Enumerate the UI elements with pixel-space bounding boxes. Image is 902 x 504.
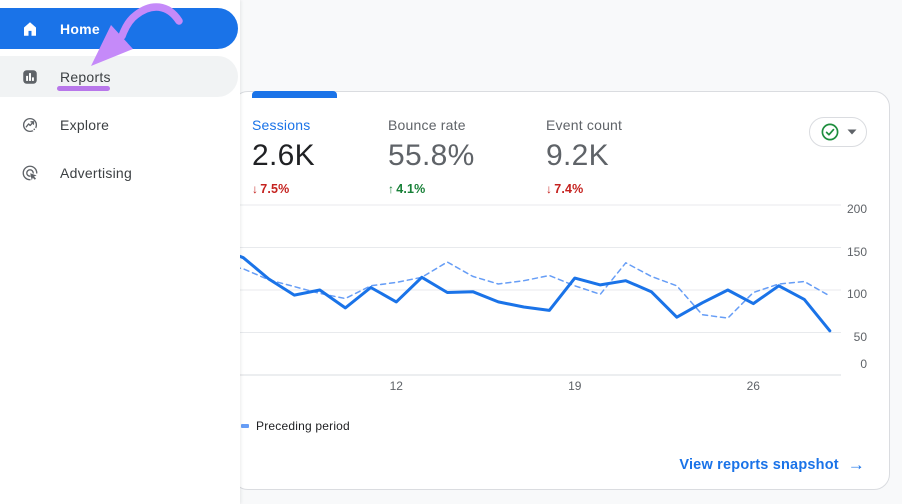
legend-label: Preceding period [256, 419, 350, 433]
metric-label: Event count [546, 117, 623, 133]
metric-value: 55.8% [388, 139, 475, 172]
overview-card: Sessions 2.6K ↓ 7.5% Bounce rate 55.8% ↑ 4… [232, 91, 890, 490]
sidebar-item-explore[interactable]: Explore [0, 104, 238, 145]
explore-icon [21, 116, 39, 134]
arrow-right-icon: → [847, 455, 865, 474]
caret-down-icon [847, 129, 856, 135]
sidebar-nav: Home Reports Exp [0, 0, 240, 504]
delta-value: 4.1% [396, 182, 426, 196]
delta-value: 7.4% [554, 182, 584, 196]
series-line-current-period [233, 251, 832, 333]
metric-delta: ↑ 4.1% [388, 181, 475, 197]
x-axis-label: 12 [389, 379, 403, 393]
metric-bounce-rate[interactable]: Bounce rate 55.8% ↑ 4.1% [388, 115, 475, 197]
y-axis-label: 100 [846, 287, 867, 301]
metric-value: 9.2K [546, 139, 609, 172]
series-line-preceding-period [233, 261, 831, 319]
sidebar-item-label: Advertising [60, 164, 133, 181]
metric-label: Bounce rate [388, 117, 466, 133]
metric-delta: ↓ 7.4% [546, 181, 622, 197]
view-reports-snapshot-link[interactable]: View reports snapshot → [679, 455, 865, 475]
metric-value: 2.6K [252, 139, 315, 172]
sidebar-item-label: Reports [60, 68, 111, 85]
chart-canvas [233, 204, 841, 376]
chart-legend: Preceding period [241, 419, 350, 433]
sidebar-item-reports[interactable]: Reports [0, 56, 238, 97]
preceding-period-marker [241, 424, 249, 428]
home-icon [21, 20, 39, 38]
purple-underline-annotation [57, 86, 110, 91]
delta-down-icon: ↓ [546, 182, 553, 196]
metric-delta: ↓ 7.5% [252, 181, 315, 197]
delta-value: 7.5% [260, 182, 290, 196]
y-axis-label: 150 [846, 244, 867, 259]
metric-event-count[interactable]: Event count 9.2K ↓ 7.4% [546, 115, 622, 197]
data-quality-button[interactable] [809, 117, 867, 147]
sidebar-item-home[interactable]: Home [0, 8, 238, 49]
sidebar-item-advertising[interactable]: Advertising [0, 152, 238, 193]
sidebar-item-label: Home [60, 20, 100, 37]
advertising-icon [21, 164, 39, 182]
reports-icon [21, 68, 39, 86]
x-axis-label: 19 [568, 379, 582, 393]
sessions-chart: 0 50 100 150 200 12 19 26 [233, 196, 891, 396]
active-tab-indicator [252, 91, 337, 98]
y-axis-label: 200 [846, 202, 867, 216]
y-axis-label: 50 [853, 329, 867, 344]
metric-sessions[interactable]: Sessions 2.6K ↓ 7.5% [252, 115, 315, 197]
check-circle-icon [821, 123, 838, 141]
x-axis-label: 26 [746, 379, 760, 393]
sidebar-item-label: Explore [60, 116, 110, 133]
y-axis-label: 0 [860, 357, 867, 371]
delta-down-icon: ↓ [252, 182, 259, 196]
link-label: View reports snapshot [679, 457, 839, 473]
metric-label: Sessions [252, 117, 311, 133]
delta-up-icon: ↑ [388, 182, 395, 196]
